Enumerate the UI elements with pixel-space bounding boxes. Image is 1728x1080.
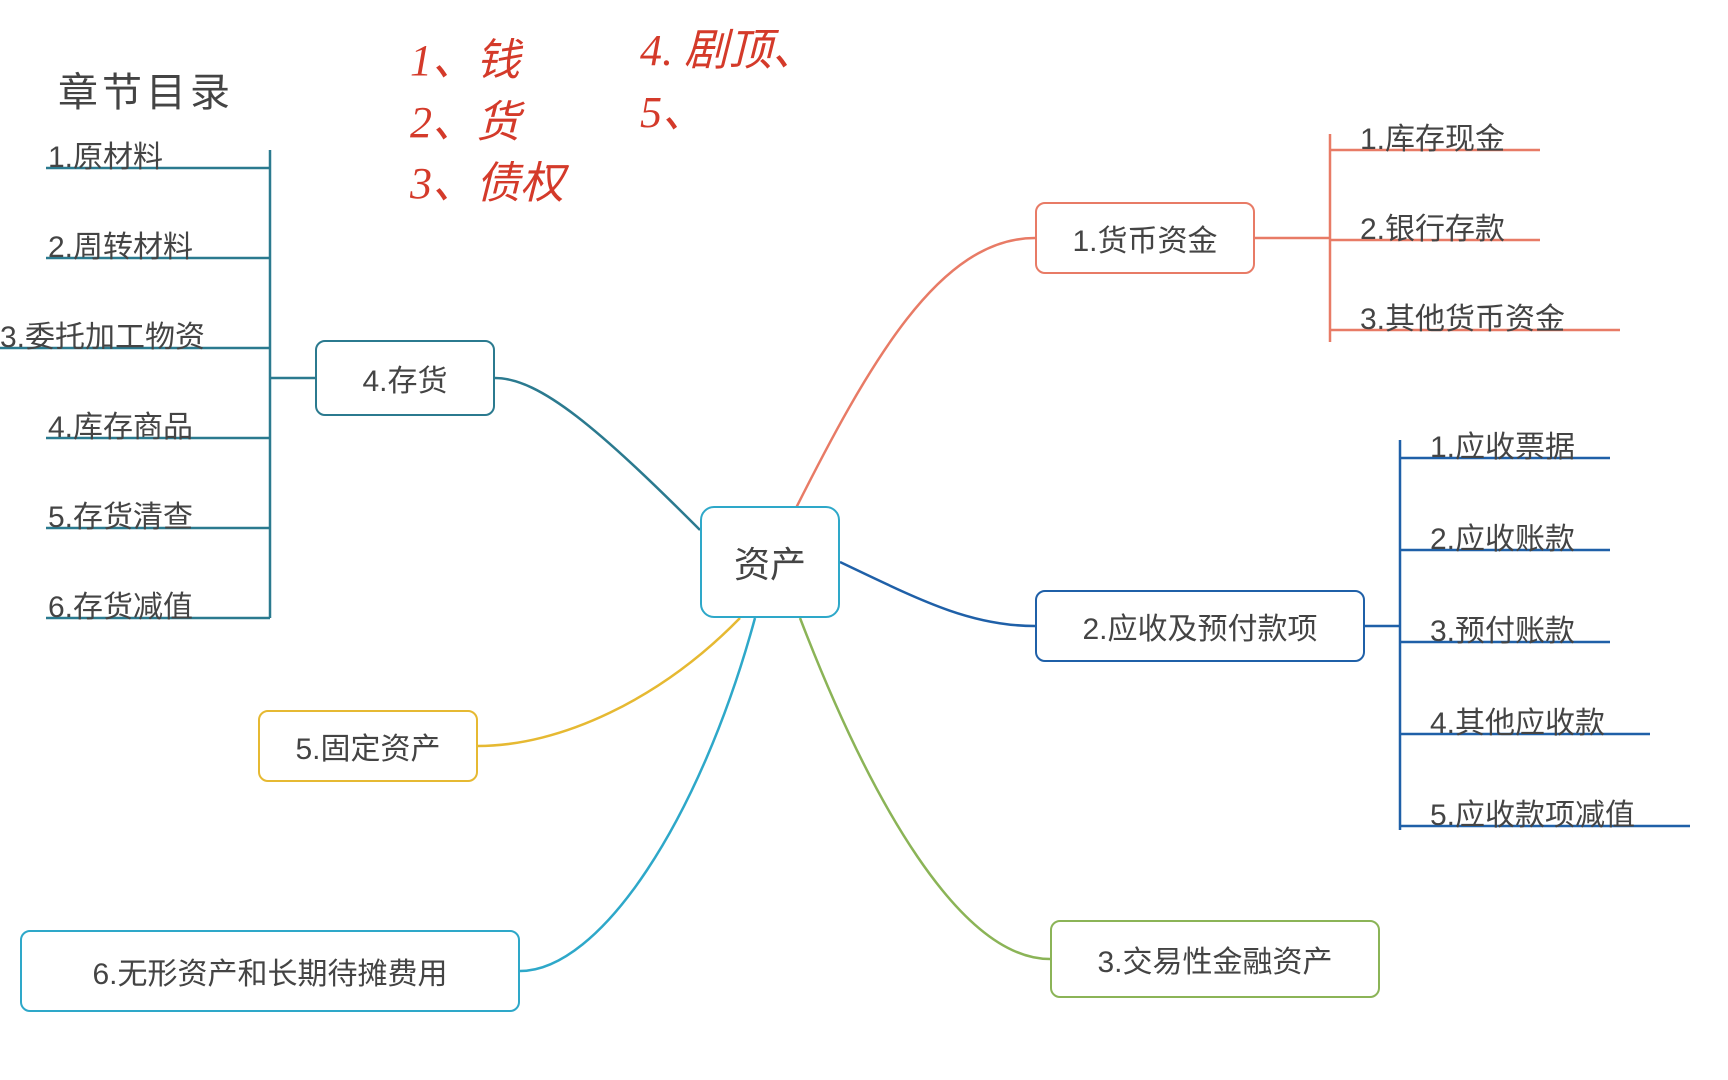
leaf-inventory-count: 5.存货清查 [48,492,193,536]
handwriting-line: 2、货 [410,92,564,154]
leaf-raw-materials: 1.原材料 [48,132,163,176]
leaf-prepayments: 3.预付账款 [1430,606,1575,650]
branch-intangible-assets[interactable]: 6.无形资产和长期待摊费用 [20,930,520,1012]
leaf-inventory-impairment: 6.存货减值 [48,582,193,626]
chapter-title: 章节目录 [58,60,234,118]
handwriting-line: 3、债权 [410,153,564,215]
handwriting-line: 5、 [640,82,816,144]
leaf-other-receivables: 4.其他应收款 [1430,698,1605,742]
handwriting-col1: 1、钱 2、货 3、债权 [410,30,564,215]
leaf-cash-on-hand: 1.库存现金 [1360,114,1505,158]
leaf-finished-goods: 4.库存商品 [48,402,193,446]
center-node[interactable]: 资产 [700,506,840,618]
branch-trading-assets[interactable]: 3.交易性金融资产 [1050,920,1380,998]
leaf-receivable-impairment: 5.应收款项减值 [1430,790,1635,834]
leaf-turnover-materials: 2.周转材料 [48,222,193,266]
branch-receivables[interactable]: 2.应收及预付款项 [1035,590,1365,662]
handwriting-line: 4. 剧顶、 [640,20,816,82]
handwriting-line: 1、钱 [410,30,564,92]
branch-fixed-assets[interactable]: 5.固定资产 [258,710,478,782]
leaf-other-monetary: 3.其他货币资金 [1360,294,1565,338]
handwriting-col2: 4. 剧顶、 5、 [640,20,816,143]
leaf-accounts-receivable: 2.应收账款 [1430,514,1575,558]
leaf-consigned-processing: 3.委托加工物资 [0,312,205,356]
branch-inventory[interactable]: 4.存货 [315,340,495,416]
leaf-bank-deposit: 2.银行存款 [1360,204,1505,248]
leaf-notes-receivable: 1.应收票据 [1430,422,1575,466]
branch-monetary-funds[interactable]: 1.货币资金 [1035,202,1255,274]
